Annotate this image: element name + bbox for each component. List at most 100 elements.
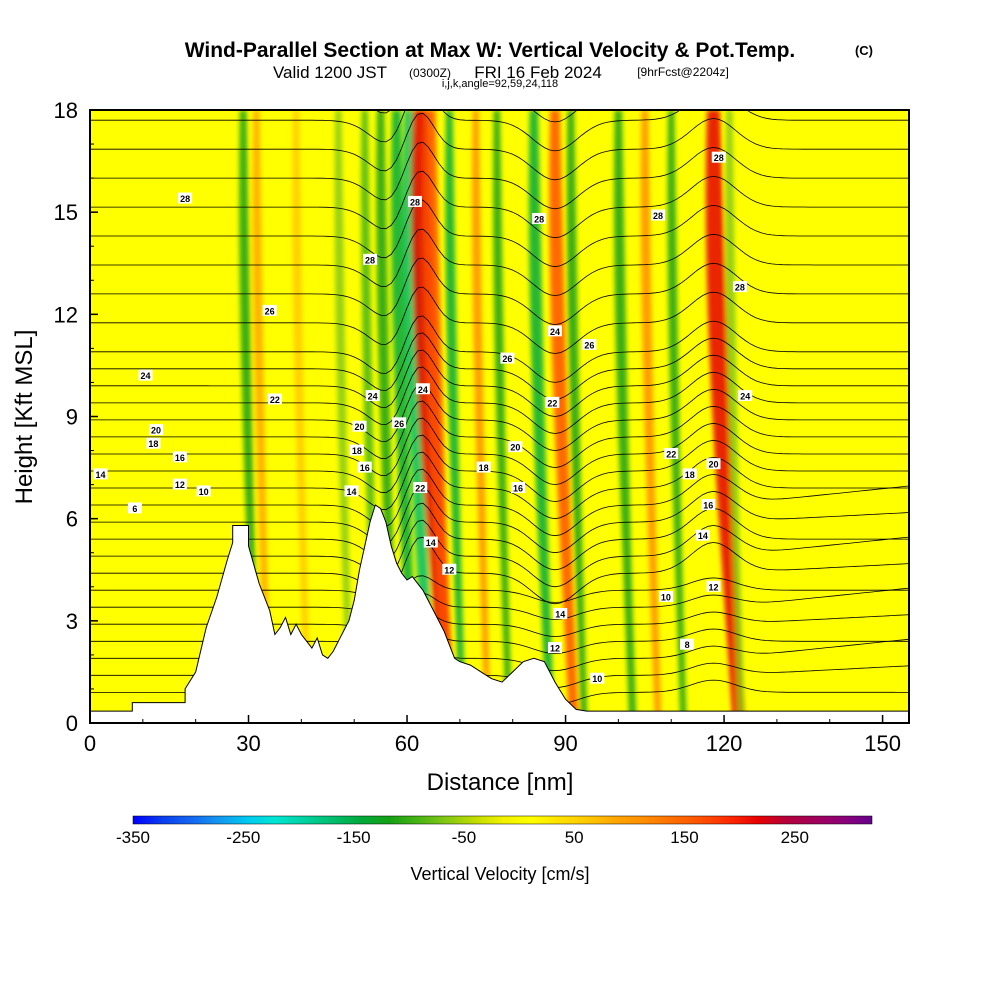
- contour-label-text: 20: [151, 426, 161, 436]
- theta-contour-20: [90, 315, 909, 383]
- contour-label-41: 16: [701, 499, 716, 511]
- velocity-streak-18: [667, 110, 687, 723]
- contour-label-39: 20: [706, 458, 721, 470]
- contour-label-27: 28: [532, 212, 547, 224]
- velocity-streak-13: [528, 110, 555, 723]
- theta-contour-23: [90, 228, 909, 297]
- contour-label-16: 28: [363, 253, 378, 265]
- theta-contour-15: [90, 400, 909, 469]
- contour-label-bg: [357, 461, 372, 473]
- contour-label-bg: [423, 536, 438, 548]
- theta-contour-8: [90, 519, 909, 588]
- contour-label-8: 22: [267, 393, 282, 405]
- contour-label-text: 22: [270, 395, 280, 405]
- contour-label-25: 20: [508, 441, 523, 453]
- contour-label-bg: [732, 281, 747, 293]
- contour-label-4: 16: [172, 451, 187, 463]
- contour-label-bg: [267, 393, 282, 405]
- contour-label-text: 12: [550, 644, 560, 654]
- contour-label-text: 14: [426, 538, 436, 548]
- contour-label-23: 18: [476, 461, 491, 473]
- y-axis-label: Height [Kft MSL]: [11, 330, 38, 505]
- contour-label-bg: [701, 499, 716, 511]
- contour-label-bg: [658, 590, 673, 602]
- contour-label-bg: [706, 458, 721, 470]
- theta-contour-28: [90, 110, 909, 152]
- velocity-streak-20: [725, 110, 745, 723]
- plot-area: 6 14 10 12 16 18 20 24 22 26 28 14 16 18 20 24 28 26 28 24 2…: [90, 110, 909, 723]
- theta-contour-9: [90, 502, 909, 571]
- contour-label-text: 24: [368, 392, 378, 402]
- theta-contour-27: [90, 112, 909, 181]
- contour-label-text: 22: [415, 484, 425, 494]
- theta-contour-11: [90, 468, 909, 537]
- x-tick-label: 60: [395, 731, 419, 756]
- contour-label-text: 28: [714, 153, 724, 163]
- contour-label-text: 14: [347, 487, 357, 497]
- contour-label-bg: [547, 642, 562, 654]
- contour-label-text: 12: [708, 582, 718, 592]
- contour-label-3: 12: [172, 478, 187, 490]
- contour-label-text: 24: [550, 327, 560, 337]
- contour-label-bg: [262, 304, 277, 316]
- contour-label-text: 28: [365, 255, 375, 265]
- contour-label-38: 22: [664, 447, 679, 459]
- subtitle-params: i,j,k,angle=92,59,24,118: [442, 78, 558, 90]
- theta-contour-19: [90, 332, 909, 400]
- contour-label-text: 14: [555, 610, 565, 620]
- x-tick-label: 0: [84, 731, 96, 756]
- theta-contour-24: [90, 199, 909, 268]
- subtitle-forecast: [9hrFcst@2204z]: [637, 65, 729, 79]
- contour-label-37: 24: [738, 390, 753, 402]
- contour-label-20: 22: [413, 482, 428, 494]
- contour-label-bg: [706, 580, 721, 592]
- contour-label-bg: [149, 424, 164, 436]
- contour-label-text: 16: [513, 484, 523, 494]
- contour-label-text: 22: [547, 398, 557, 408]
- contour-label-bg: [138, 369, 153, 381]
- contour-label-bg: [407, 195, 422, 207]
- contour-label-26: 26: [500, 352, 515, 364]
- contour-label-6: 20: [149, 424, 164, 436]
- contour-label-bg: [738, 390, 753, 402]
- y-tick-label: 9: [66, 405, 78, 430]
- contour-label-text: 24: [418, 385, 428, 395]
- contour-label-bg: [442, 563, 457, 575]
- contour-label-17: 26: [392, 417, 407, 429]
- contour-label-bg: [553, 608, 568, 620]
- colorbar-tick-label: -250: [226, 828, 260, 847]
- contour-label-text: 16: [175, 453, 185, 463]
- colorbar-tick-label: 50: [565, 828, 584, 847]
- velocity-streak-3: [334, 110, 354, 723]
- contour-label-bg: [172, 451, 187, 463]
- contour-label-28: 24: [547, 325, 562, 337]
- contour-label-2: 10: [196, 485, 211, 497]
- contour-label-29: 26: [582, 338, 597, 350]
- contour-label-bg: [127, 502, 142, 514]
- colorbar-tick-label: -150: [337, 828, 371, 847]
- subtitle-valid-time: Valid 1200 JST: [273, 63, 387, 82]
- contour-label-text: 10: [199, 487, 209, 497]
- contour-label-10: 28: [178, 192, 193, 204]
- contour-label-text: 28: [410, 197, 420, 207]
- velocity-streak-10: [445, 110, 466, 723]
- contour-label-text: 18: [479, 463, 489, 473]
- contour-label-text: 24: [740, 392, 750, 402]
- contour-label-19: 24: [415, 383, 430, 395]
- contour-label-bg: [651, 209, 666, 221]
- contour-label-bg: [344, 485, 359, 497]
- contour-label-bg: [172, 478, 187, 490]
- contour-label-bg: [392, 417, 407, 429]
- y-tick-label: 0: [66, 711, 78, 736]
- contour-label-13: 18: [349, 444, 364, 456]
- velocity-streak-16: [614, 110, 637, 723]
- x-tick-label: 150: [864, 731, 901, 756]
- contour-label-text: 26: [502, 354, 512, 364]
- colorbar-tick-label: -350: [116, 828, 150, 847]
- contour-label-44: 10: [658, 590, 673, 602]
- contour-label-bg: [413, 482, 428, 494]
- contour-label-bg: [664, 447, 679, 459]
- velocity-streak-14: [549, 110, 579, 723]
- colorbar: -350 -250 -150 -50 50 150 250: [116, 815, 873, 847]
- contour-label-18: 28: [407, 195, 422, 207]
